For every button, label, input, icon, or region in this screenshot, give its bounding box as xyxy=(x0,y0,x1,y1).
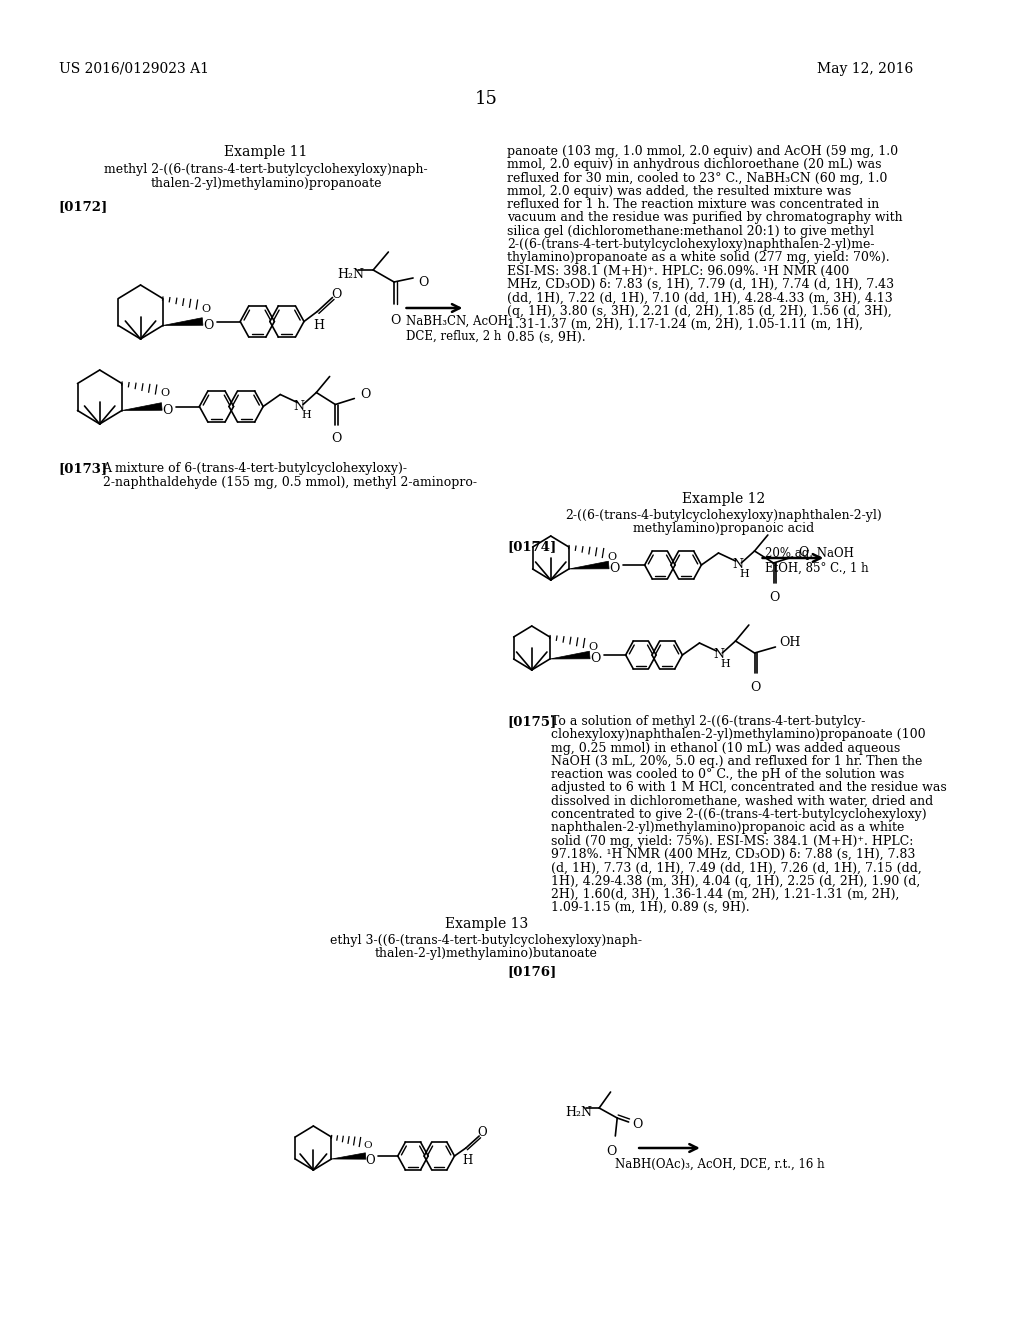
Text: H: H xyxy=(313,319,325,333)
Text: dissolved in dichloromethane, washed with water, dried and: dissolved in dichloromethane, washed wit… xyxy=(551,795,933,808)
Text: O: O xyxy=(609,562,620,576)
Text: EtOH, 85° C., 1 h: EtOH, 85° C., 1 h xyxy=(765,562,869,576)
Text: mg, 0.25 mmol) in ethanol (10 mL) was added aqueous: mg, 0.25 mmol) in ethanol (10 mL) was ad… xyxy=(551,742,900,755)
Text: 20% aq. NaOH: 20% aq. NaOH xyxy=(765,546,854,560)
Text: 1.09-1.15 (m, 1H), 0.89 (s, 9H).: 1.09-1.15 (m, 1H), 0.89 (s, 9H). xyxy=(551,902,750,915)
Text: 2H), 1.60(d, 3H), 1.36-1.44 (m, 2H), 1.21-1.31 (m, 2H),: 2H), 1.60(d, 3H), 1.36-1.44 (m, 2H), 1.2… xyxy=(551,888,899,900)
Text: May 12, 2016: May 12, 2016 xyxy=(817,62,913,77)
Text: O: O xyxy=(390,314,400,327)
Text: MHz, CD₃OD) δ: 7.83 (s, 1H), 7.79 (d, 1H), 7.74 (d, 1H), 7.43: MHz, CD₃OD) δ: 7.83 (s, 1H), 7.79 (d, 1H… xyxy=(507,279,894,290)
Polygon shape xyxy=(332,1152,366,1159)
Text: naphthalen-2-yl)methylamino)propanoic acid as a white: naphthalen-2-yl)methylamino)propanoic ac… xyxy=(551,821,904,834)
Text: H₂N: H₂N xyxy=(337,268,365,281)
Text: A mixture of 6-(trans-4-tert-butylcyclohexyloxy)-: A mixture of 6-(trans-4-tert-butylcycloh… xyxy=(102,462,408,475)
Text: silica gel (dichloromethane:methanol 20:1) to give methyl: silica gel (dichloromethane:methanol 20:… xyxy=(507,224,874,238)
Text: US 2016/0129023 A1: US 2016/0129023 A1 xyxy=(58,62,209,77)
Text: To a solution of methyl 2-((6-(trans-4-tert-butylcy-: To a solution of methyl 2-((6-(trans-4-t… xyxy=(551,715,865,729)
Text: O: O xyxy=(588,642,597,652)
Text: methylamino)propanoic acid: methylamino)propanoic acid xyxy=(633,521,814,535)
Text: O: O xyxy=(203,319,214,333)
Text: Example 11: Example 11 xyxy=(224,145,307,158)
Text: clohexyloxy)naphthalen-2-yl)methylamino)propanoate (100: clohexyloxy)naphthalen-2-yl)methylamino)… xyxy=(551,729,926,742)
Text: 0.85 (s, 9H).: 0.85 (s, 9H). xyxy=(507,331,586,345)
Text: O: O xyxy=(360,388,371,401)
Text: O: O xyxy=(477,1126,486,1138)
Text: [0173]: [0173] xyxy=(58,462,108,475)
Text: Example 12: Example 12 xyxy=(682,492,765,506)
Text: ethyl 3-((6-(trans-4-tert-butylcyclohexyloxy)naph-: ethyl 3-((6-(trans-4-tert-butylcyclohexy… xyxy=(330,935,642,946)
Text: OH: OH xyxy=(779,636,801,649)
Text: N: N xyxy=(713,648,724,661)
Text: 97.18%. ¹H NMR (400 MHz, CD₃OD) δ: 7.88 (s, 1H), 7.83: 97.18%. ¹H NMR (400 MHz, CD₃OD) δ: 7.88 … xyxy=(551,847,915,861)
Text: thylamino)propanoate as a white solid (277 mg, yield: 70%).: thylamino)propanoate as a white solid (2… xyxy=(507,251,890,264)
Text: reaction was cooled to 0° C., the pH of the solution was: reaction was cooled to 0° C., the pH of … xyxy=(551,768,904,781)
Text: (q, 1H), 3.80 (s, 3H), 2.21 (d, 2H), 1.85 (d, 2H), 1.56 (d, 3H),: (q, 1H), 3.80 (s, 3H), 2.21 (d, 2H), 1.8… xyxy=(507,305,892,318)
Text: vacuum and the residue was purified by chromatography with: vacuum and the residue was purified by c… xyxy=(507,211,903,224)
Text: thalen-2-yl)methylamino)propanoate: thalen-2-yl)methylamino)propanoate xyxy=(151,177,382,190)
Text: O: O xyxy=(633,1118,643,1131)
Text: panoate (103 mg, 1.0 mmol, 2.0 equiv) and AcOH (59 mg, 1.0: panoate (103 mg, 1.0 mmol, 2.0 equiv) an… xyxy=(507,145,898,158)
Text: H: H xyxy=(739,569,749,579)
Text: NaBH₃CN, AcOH,: NaBH₃CN, AcOH, xyxy=(407,315,512,327)
Text: O: O xyxy=(751,681,761,694)
Text: (d, 1H), 7.73 (d, 1H), 7.49 (dd, 1H), 7.26 (d, 1H), 7.15 (dd,: (d, 1H), 7.73 (d, 1H), 7.49 (dd, 1H), 7.… xyxy=(551,861,922,874)
Text: [0174]: [0174] xyxy=(507,540,556,553)
Text: (dd, 1H), 7.22 (d, 1H), 7.10 (dd, 1H), 4.28-4.33 (m, 3H), 4.13: (dd, 1H), 7.22 (d, 1H), 7.10 (dd, 1H), 4… xyxy=(507,292,893,305)
Text: 1H), 4.29-4.38 (m, 3H), 4.04 (q, 1H), 2.25 (d, 2H), 1.90 (d,: 1H), 4.29-4.38 (m, 3H), 4.04 (q, 1H), 2.… xyxy=(551,875,920,887)
Text: H₂N: H₂N xyxy=(565,1106,592,1118)
Text: [0176]: [0176] xyxy=(507,965,556,978)
Text: NaOH (3 mL, 20%, 5.0 eq.) and refluxed for 1 hr. Then the: NaOH (3 mL, 20%, 5.0 eq.) and refluxed f… xyxy=(551,755,923,768)
Polygon shape xyxy=(122,403,162,411)
Text: O: O xyxy=(331,433,341,446)
Text: O: O xyxy=(590,652,601,665)
Text: H: H xyxy=(720,659,730,669)
Text: H: H xyxy=(463,1155,473,1167)
Text: methyl 2-((6-(trans-4-tert-butylcyclohexyloxy)naph-: methyl 2-((6-(trans-4-tert-butylcyclohex… xyxy=(104,162,428,176)
Text: mmol, 2.0 equiv) in anhydrous dichloroethane (20 mL) was: mmol, 2.0 equiv) in anhydrous dichloroet… xyxy=(507,158,882,172)
Text: O: O xyxy=(799,546,809,560)
Text: solid (70 mg, yield: 75%). ESI-MS: 384.1 (M+H)⁺. HPLC:: solid (70 mg, yield: 75%). ESI-MS: 384.1… xyxy=(551,834,913,847)
Text: NaBH(OAc)₃, AcOH, DCE, r.t., 16 h: NaBH(OAc)₃, AcOH, DCE, r.t., 16 h xyxy=(615,1158,825,1171)
Text: [0175]: [0175] xyxy=(507,715,556,729)
Text: 1.31-1.37 (m, 2H), 1.17-1.24 (m, 2H), 1.05-1.11 (m, 1H),: 1.31-1.37 (m, 2H), 1.17-1.24 (m, 2H), 1.… xyxy=(507,318,863,331)
Text: O: O xyxy=(606,1144,616,1158)
Polygon shape xyxy=(550,651,590,659)
Text: O: O xyxy=(769,591,779,605)
Text: 2-naphthaldehyde (155 mg, 0.5 mmol), methyl 2-aminopro-: 2-naphthaldehyde (155 mg, 0.5 mmol), met… xyxy=(102,477,476,488)
Text: O: O xyxy=(331,288,341,301)
Text: O: O xyxy=(418,276,428,289)
Text: refluxed for 1 h. The reaction mixture was concentrated in: refluxed for 1 h. The reaction mixture w… xyxy=(507,198,880,211)
Text: O: O xyxy=(162,404,173,417)
Text: mmol, 2.0 equiv) was added, the resulted mixture was: mmol, 2.0 equiv) was added, the resulted… xyxy=(507,185,851,198)
Text: N: N xyxy=(294,400,305,413)
Text: H: H xyxy=(301,411,310,421)
Text: O: O xyxy=(201,304,210,314)
Text: 2-((6-(trans-4-tert-butylcyclohexyloxy)naphthalen-2-yl)me-: 2-((6-(trans-4-tert-butylcyclohexyloxy)n… xyxy=(507,238,874,251)
Text: N: N xyxy=(732,558,743,572)
Text: 15: 15 xyxy=(475,90,498,108)
Text: O: O xyxy=(607,552,616,562)
Text: refluxed for 30 min, cooled to 23° C., NaBH₃CN (60 mg, 1.0: refluxed for 30 min, cooled to 23° C., N… xyxy=(507,172,888,185)
Text: adjusted to 6 with 1 M HCl, concentrated and the residue was: adjusted to 6 with 1 M HCl, concentrated… xyxy=(551,781,946,795)
Text: Example 13: Example 13 xyxy=(444,917,527,931)
Text: ESI-MS: 398.1 (M+H)⁺. HPLC: 96.09%. ¹H NMR (400: ESI-MS: 398.1 (M+H)⁺. HPLC: 96.09%. ¹H N… xyxy=(507,265,849,277)
Text: 2-((6-(trans-4-butylcyclohexyloxy)naphthalen-2-yl): 2-((6-(trans-4-butylcyclohexyloxy)naphth… xyxy=(565,510,882,521)
Text: O: O xyxy=(366,1154,375,1167)
Text: thalen-2-yl)methylamino)butanoate: thalen-2-yl)methylamino)butanoate xyxy=(375,946,598,960)
Text: [0172]: [0172] xyxy=(58,201,109,213)
Text: DCE, reflux, 2 h: DCE, reflux, 2 h xyxy=(407,330,502,343)
Polygon shape xyxy=(569,561,609,569)
Polygon shape xyxy=(163,318,203,326)
Text: O: O xyxy=(364,1142,372,1151)
Text: O: O xyxy=(160,388,169,399)
Text: concentrated to give 2-((6-(trans-4-tert-butylcyclohexyloxy): concentrated to give 2-((6-(trans-4-tert… xyxy=(551,808,927,821)
